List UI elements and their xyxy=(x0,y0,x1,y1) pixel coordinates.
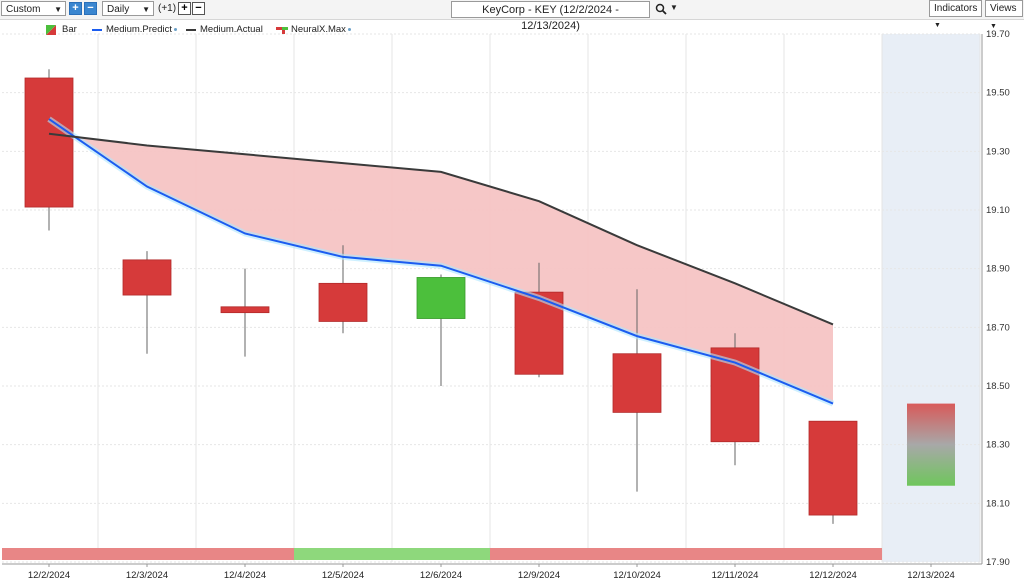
period-select-value: Custom xyxy=(6,4,41,15)
legend-label-actual: Medium.Actual xyxy=(200,24,263,35)
candle xyxy=(710,333,760,466)
x-tick-label: 12/11/2024 xyxy=(712,570,759,581)
chevron-down-icon[interactable]: ▼ xyxy=(670,3,678,12)
offset-minus-button[interactable]: − xyxy=(192,2,205,15)
bar-swatch-icon xyxy=(46,25,56,35)
y-tick-label: 18.90 xyxy=(986,264,1010,275)
y-tick-label: 18.10 xyxy=(986,498,1010,509)
chart-title-box[interactable]: KeyCorp - KEY (12/2/2024 - 12/13/2024) xyxy=(451,1,650,32)
views-button[interactable]: Views ▼ xyxy=(985,0,1023,30)
candle-body xyxy=(318,282,368,322)
legend-item-predict: Medium.Predict xyxy=(92,24,177,35)
y-tick-label: 19.50 xyxy=(986,88,1010,99)
neuralx-signal-segment xyxy=(392,548,490,560)
forecast-range-bar xyxy=(907,403,955,486)
indicators-button[interactable]: Indicators ▼ xyxy=(929,0,982,29)
candle-body xyxy=(220,306,270,314)
candle-body xyxy=(612,353,662,413)
x-tick-label: 12/12/2024 xyxy=(809,570,857,581)
neuralx-signal-segment xyxy=(196,548,294,560)
candle-body xyxy=(808,420,858,516)
candle-body xyxy=(416,277,466,319)
legend-item-actual: Medium.Actual xyxy=(186,24,263,35)
y-tick-label: 17.90 xyxy=(986,557,1010,568)
views-label: Views xyxy=(990,3,1017,14)
x-tick-label: 12/5/2024 xyxy=(322,570,364,581)
x-tick-label: 12/9/2024 xyxy=(518,570,560,581)
period-select[interactable]: Custom ▼ xyxy=(1,1,66,16)
candle-body xyxy=(122,259,172,296)
x-tick-label: 12/2/2024 xyxy=(28,570,70,581)
legend-item-bar: Bar xyxy=(46,24,77,35)
medium-predict-line xyxy=(48,118,834,405)
legend-label-neural: NeuralX.Max xyxy=(291,24,346,35)
neuralx-signal-segment xyxy=(686,548,784,560)
neuralx-signal-segment xyxy=(490,548,588,560)
neuralx-signal-segment xyxy=(784,548,882,560)
neuralx-signal-segment xyxy=(588,548,686,560)
x-tick-label: 12/3/2024 xyxy=(126,570,168,581)
x-tick-label: 12/6/2024 xyxy=(420,570,462,581)
legend-label-predict: Medium.Predict xyxy=(106,24,172,35)
toolbar: Custom ▼ + − Daily ▼ (+1) + − KeyCorp - … xyxy=(0,0,1024,32)
chart-title: KeyCorp - KEY (12/2/2024 - 12/13/2024) xyxy=(482,4,619,32)
legend-item-neural: NeuralX.Max xyxy=(276,24,351,35)
medium-actual-line xyxy=(48,132,834,326)
chevron-down-icon: ▼ xyxy=(142,5,150,14)
offset-label: (+1) xyxy=(158,3,177,14)
x-tick-label: 12/10/2024 xyxy=(613,570,661,581)
candle-body xyxy=(24,77,74,208)
y-tick-label: 18.70 xyxy=(986,322,1010,333)
y-tick-label: 19.30 xyxy=(986,146,1010,157)
candle xyxy=(220,268,270,357)
candle xyxy=(318,245,368,334)
neuralx-signal-segment xyxy=(2,548,98,560)
indicators-label: Indicators xyxy=(934,3,978,14)
candle xyxy=(416,274,466,386)
line-swatch-icon xyxy=(92,29,102,31)
neuralx-signal-segment xyxy=(98,548,196,560)
line-swatch-icon xyxy=(186,29,196,31)
offset-plus-button[interactable]: + xyxy=(178,2,191,15)
zoom-out-button[interactable]: − xyxy=(84,2,97,15)
y-tick-label: 18.50 xyxy=(986,381,1010,392)
neural-swatch-icon xyxy=(276,27,288,34)
search-icon[interactable] xyxy=(655,3,667,15)
candle xyxy=(122,251,172,354)
legend-label-bar: Bar xyxy=(62,24,77,35)
y-tick-label: 18.30 xyxy=(986,440,1010,451)
y-tick-label: 19.70 xyxy=(986,29,1010,40)
candle xyxy=(24,69,74,231)
interval-select-value: Daily xyxy=(107,4,130,15)
x-tick-label: 12/4/2024 xyxy=(224,570,266,581)
x-tick-label: 12/13/2024 xyxy=(907,570,955,581)
candle xyxy=(612,289,662,492)
chevron-down-icon: ▼ xyxy=(54,5,62,14)
zoom-in-button[interactable]: + xyxy=(69,2,82,15)
y-tick-label: 19.10 xyxy=(986,205,1010,216)
candle xyxy=(808,420,858,524)
interval-select[interactable]: Daily ▼ xyxy=(102,1,154,16)
neuralx-signal-segment xyxy=(294,548,392,560)
